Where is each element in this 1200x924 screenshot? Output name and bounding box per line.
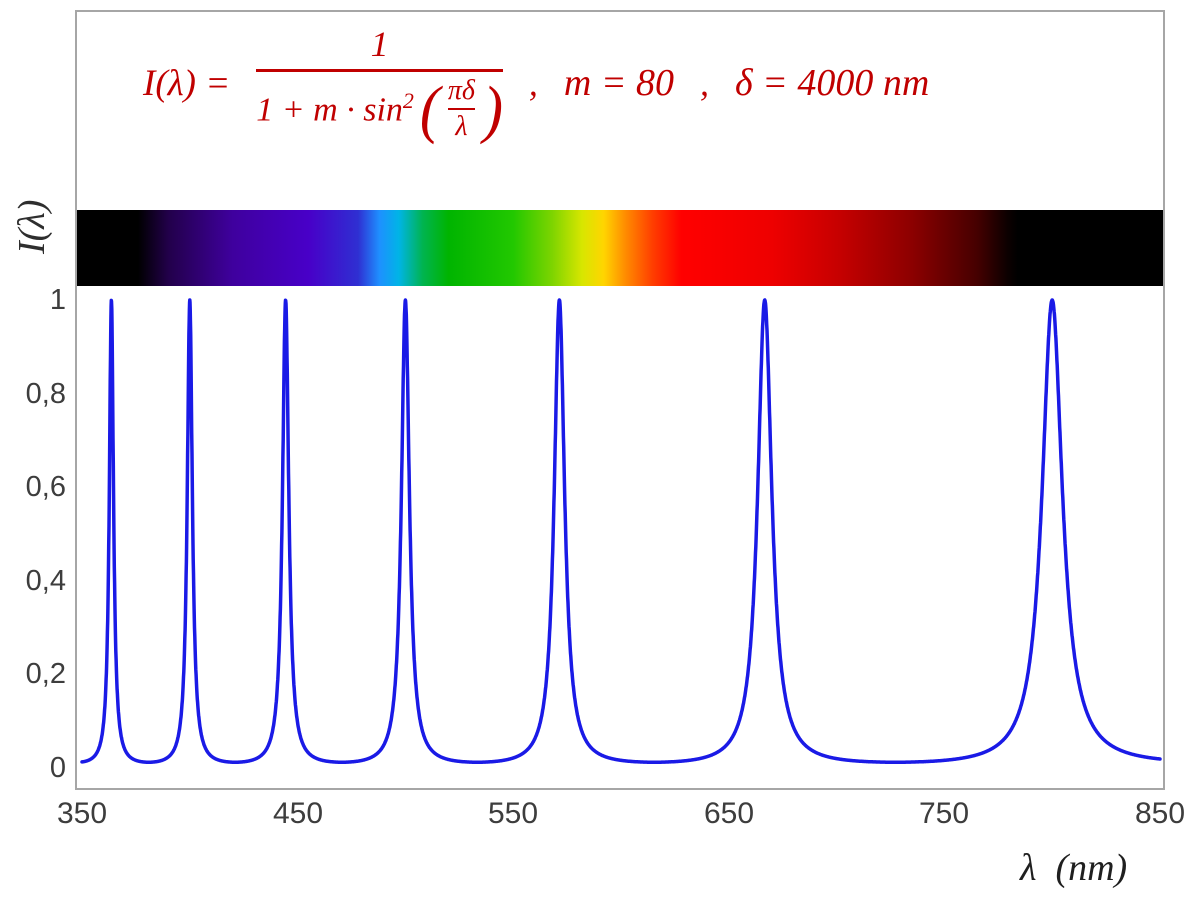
separator-comma: ,: [700, 63, 710, 104]
y-tick-label: 0: [49, 752, 66, 784]
formula: I(λ) = 1 1 + m · sin2 ( πδ λ ) , m = 80 …: [143, 24, 930, 145]
x-tick-label: 750: [918, 797, 970, 830]
x-tick-label: 850: [1134, 797, 1186, 830]
formula-numerator: 1: [370, 24, 389, 64]
formula-lhs: I(λ) =: [143, 62, 231, 104]
separator-comma: ,: [528, 63, 538, 104]
open-paren: (: [419, 73, 440, 145]
inner-fraction: πδ λ: [447, 74, 475, 142]
x-tick-label: 450: [272, 797, 324, 830]
intensity-curve: [80, 298, 1162, 764]
y-axis-title: I(λ): [11, 199, 53, 254]
x-axis-title: λ (nm): [1020, 847, 1128, 889]
denominator-prefix: 1 + m · sin: [256, 91, 403, 129]
inner-numerator: πδ: [447, 74, 475, 106]
sin-exponent: 2: [402, 88, 414, 114]
x-tick-label: 350: [56, 797, 108, 830]
delta-parameter: δ = 4000 nm: [735, 62, 930, 105]
x-tick-label: 650: [703, 797, 755, 830]
inner-denominator: λ: [455, 110, 468, 142]
formula-denominator: 1 + m · sin2 ( πδ λ ): [256, 73, 503, 145]
plot-frame: I(λ) = 1 1 + m · sin2 ( πδ λ ) , m = 80 …: [75, 10, 1165, 790]
m-parameter: m = 80: [563, 62, 675, 105]
x-tick-label: 550: [487, 797, 539, 830]
y-tick-label: 0,8: [25, 378, 66, 410]
y-tick-label: 1: [49, 284, 66, 316]
inner-fraction-bar: [447, 107, 475, 110]
plot-canvas: [77, 210, 1163, 764]
fraction-bar: [256, 68, 503, 72]
y-tick-label: 0,4: [25, 565, 66, 597]
y-tick-label: 0,6: [25, 471, 66, 503]
close-paren: ): [482, 73, 503, 145]
visible-spectrum-bar: [77, 210, 1163, 286]
formula-fraction: 1 1 + m · sin2 ( πδ λ ): [256, 24, 503, 145]
y-tick-label: 0,2: [25, 658, 66, 690]
denominator-text: 1 + m · sin2: [256, 88, 414, 129]
